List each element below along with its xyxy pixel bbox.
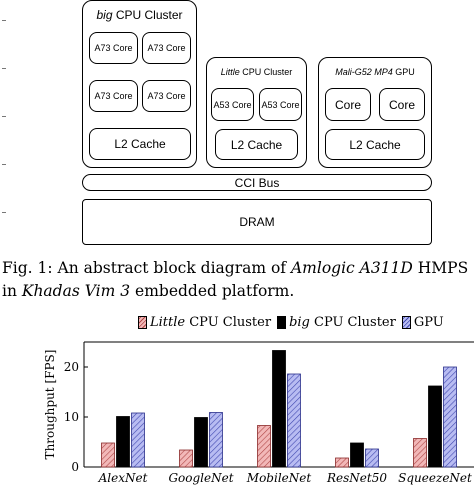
y-tick-label: 20 — [64, 360, 79, 374]
x-tick-label: GoogleNet — [168, 471, 233, 485]
big-l2-cache: L2 Cache — [89, 128, 191, 160]
bar-big-googlenet — [194, 417, 208, 468]
cci-bus: CCI Bus — [82, 174, 432, 191]
dram: DRAM — [82, 199, 432, 245]
margin-tick — [2, 68, 6, 69]
y-axis-label: Throughput [FPS] — [43, 350, 57, 460]
legend-swatch-gpu — [401, 316, 411, 329]
caption-line-2: in Khadas Vim 3 embedded platform. — [2, 282, 295, 300]
legend-swatch-big — [277, 316, 287, 329]
x-tick-label: MobileNet — [246, 471, 312, 485]
bar-gpu-resnet50 — [365, 448, 379, 468]
bar-gpu-googlenet — [209, 412, 223, 468]
a53-core-2: A53 Core — [259, 88, 302, 121]
gpu-l2-cache: L2 Cache — [325, 129, 425, 160]
a73-core-3: A73 Core — [89, 80, 138, 112]
x-tick-label: AlexNet — [98, 471, 148, 485]
x-tick-label: SqueezeNet — [398, 471, 472, 485]
gpu-cluster: Mali-G52 MP4 GPU Core Core L2 Cache — [318, 57, 432, 168]
legend-swatch-little — [138, 316, 147, 329]
bar-gpu-squeezenet — [443, 366, 457, 468]
a73-core-1: A73 Core — [89, 32, 138, 64]
bar-big-resnet50 — [350, 442, 364, 468]
x-tick-label: ResNet50 — [326, 471, 387, 485]
y-tick-label: 0 — [71, 460, 79, 474]
bar-gpu-mobilenet — [287, 373, 301, 468]
gpu-core-2: Core — [379, 88, 425, 121]
bar-big-mobilenet — [272, 350, 286, 468]
a53-core-1: A53 Core — [211, 88, 254, 121]
margin-tick — [2, 164, 6, 165]
chart-legend: Little CPU Cluster big CPU Cluster GPU — [132, 315, 444, 330]
gpu-core-1: Core — [325, 88, 371, 121]
throughput-bar-chart: 0 10 20 AlexNet GoogleNet MobileNet ResNet50 Sq… — [43, 341, 474, 485]
a73-core-2: A73 Core — [142, 32, 191, 64]
little-l2-cache: L2 Cache — [215, 129, 298, 160]
caption-line-1: Fig. 1: An abstract block diagram of Aml… — [2, 259, 469, 277]
bar-little-mobilenet — [257, 425, 271, 468]
figure-caption: Fig. 1: An abstract block diagram of Aml… — [0, 257, 474, 303]
bar-little-googlenet — [179, 449, 193, 468]
big-cpu-cluster: big CPU Cluster A73 Core A73 Core A73 Co… — [82, 0, 197, 168]
legend-label-big: big CPU Cluster — [289, 315, 396, 330]
bar-big-alexnet — [116, 416, 130, 468]
legend-label-gpu: GPU — [413, 315, 444, 330]
y-tick-label: 10 — [64, 410, 79, 424]
margin-tick — [2, 212, 6, 213]
little-cluster-title: Little CPU Cluster — [220, 67, 293, 77]
bar-gpu-alexnet — [131, 412, 145, 468]
gpu-cluster-title: Mali-G52 MP4 GPU — [335, 67, 415, 77]
margin-tick — [2, 116, 6, 117]
a73-core-4: A73 Core — [142, 80, 191, 112]
little-cpu-cluster: Little CPU Cluster A53 Core A53 Core L2 … — [206, 57, 307, 168]
margin-tick — [2, 20, 6, 21]
big-cluster-title: big CPU Cluster — [96, 8, 183, 22]
legend-label-little: Little CPU Cluster — [150, 315, 272, 330]
bar-little-resnet50 — [335, 457, 349, 468]
bar-big-squeezenet — [428, 385, 442, 468]
bar-little-alexnet — [101, 442, 115, 468]
bar-little-squeezenet — [413, 438, 427, 468]
